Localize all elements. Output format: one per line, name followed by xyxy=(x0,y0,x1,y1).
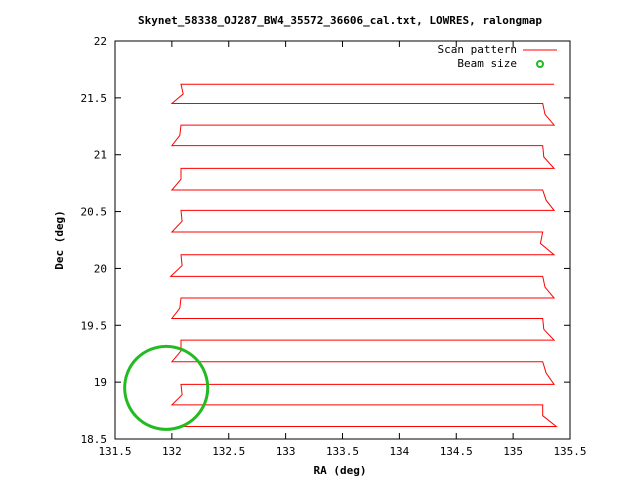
x-tick-label: 133.5 xyxy=(326,445,359,458)
y-tick-label: 20.5 xyxy=(81,206,108,219)
y-axis-label: Dec (deg) xyxy=(53,210,66,270)
beam-size-circle xyxy=(123,344,210,431)
y-tick-label: 20 xyxy=(94,262,107,275)
x-tick-label: 132 xyxy=(162,445,182,458)
axis-ticks xyxy=(114,40,571,440)
legend-scan-pattern-label: Scan pattern xyxy=(438,43,517,56)
chart-title: Skynet_58338_OJ287_BW4_35572_36606_cal.t… xyxy=(138,14,542,27)
plot-series xyxy=(123,83,558,431)
x-tick-label: 133 xyxy=(276,445,296,458)
scan-pattern-line xyxy=(169,83,558,427)
y-tick-labels: 18.5 19 19.5 20 20.5 21 21.5 22 xyxy=(81,35,108,446)
x-tick-label: 134 xyxy=(389,445,409,458)
y-tick-label: 21.5 xyxy=(81,92,108,105)
y-tick-label: 19 xyxy=(94,376,107,389)
legend-beam-size-label: Beam size xyxy=(457,57,517,70)
plot-frame xyxy=(114,40,571,440)
x-axis-label: RA (deg) xyxy=(314,464,367,477)
x-tick-label: 135.5 xyxy=(553,445,586,458)
x-tick-labels: 131.5 132 132.5 133 133.5 134 134.5 135 135.5 xyxy=(98,445,586,458)
x-tick-label: 131.5 xyxy=(98,445,131,458)
legend: Scan pattern Beam size xyxy=(438,43,557,70)
legend-beam-size-swatch xyxy=(536,60,544,68)
y-tick-label: 22 xyxy=(94,35,107,48)
y-tick-label: 21 xyxy=(94,149,107,162)
y-tick-label: 18.5 xyxy=(81,433,108,446)
y-tick-label: 19.5 xyxy=(81,319,108,332)
x-tick-label: 132.5 xyxy=(212,445,245,458)
x-tick-label: 135 xyxy=(503,445,523,458)
x-tick-label: 134.5 xyxy=(440,445,473,458)
